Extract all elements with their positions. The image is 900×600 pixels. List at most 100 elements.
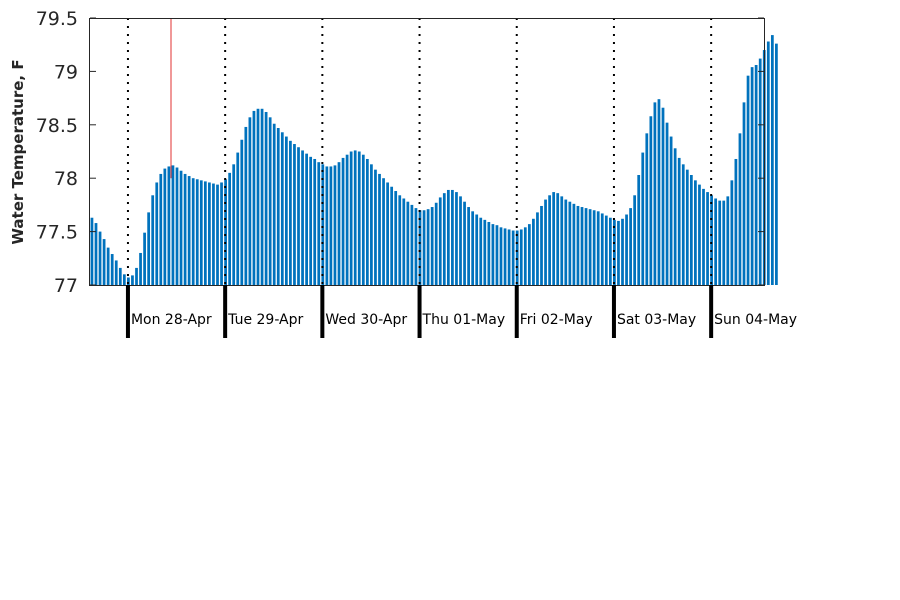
bar [127,277,130,285]
bar [645,133,649,285]
bar [106,247,110,285]
bar [568,201,572,285]
bar [163,168,167,285]
bar [268,117,272,285]
bar [625,214,628,285]
bar [329,166,333,285]
bar [742,102,746,286]
bar [434,202,438,285]
bar [139,252,142,285]
bar [155,182,159,285]
bar [714,198,718,285]
bar [228,172,232,285]
bar [495,225,499,285]
bar [499,227,503,285]
bar [183,173,187,285]
bar [770,35,774,286]
bar [617,220,620,285]
bar [475,214,479,285]
y-axis-label: Water Temperature, F [9,59,27,244]
bar [596,211,600,285]
bar [418,210,422,285]
bar [649,116,653,285]
bar [519,229,523,285]
bar [236,152,240,285]
bar [657,99,661,285]
bar [224,179,227,285]
bar [471,211,475,285]
bar [556,193,560,285]
bar [661,107,665,286]
bar [613,219,616,285]
y-tick-label: 77 [54,275,78,297]
bar [430,207,434,285]
bar [171,165,175,285]
bar [402,198,406,285]
bar [572,203,576,285]
bar [442,193,446,285]
bar [487,221,491,285]
bar [689,175,693,285]
bar [248,117,252,285]
y-tick-label: 79.5 [36,8,78,30]
bar [426,209,430,285]
bar [414,208,418,285]
bar [386,182,389,285]
bar [370,164,373,285]
bar [353,150,357,285]
x-axis-day-ticks: Mon 28-Apr Tue 29-Apr Wed 30-Apr Thu 01-May… [125,285,797,338]
bar [264,111,268,285]
bar [301,150,304,285]
bar [641,152,645,285]
bar [272,123,276,285]
bar [406,201,410,285]
bar [114,260,118,285]
bar [159,173,163,285]
bar [459,196,462,285]
bar [309,156,313,285]
bar [345,154,349,285]
bar [633,195,637,285]
bar [357,151,361,285]
bar [167,166,171,285]
bar [673,148,677,285]
bar [455,192,458,285]
bar [102,239,106,285]
bar [702,188,705,285]
bar [390,186,394,285]
bar [451,189,454,285]
bar [669,136,673,285]
bar [637,175,641,285]
bar [90,217,94,285]
bar [681,164,685,285]
bar [629,208,632,285]
bar [540,205,543,285]
day-tick-label: Mon 28-Apr [131,312,212,328]
bar [284,136,288,285]
bar [750,67,754,285]
bar [220,182,223,285]
bar [600,213,604,285]
bar [325,166,329,285]
day-tick-label: Fri 02-May [520,312,593,328]
bar [147,212,151,285]
bar [564,199,568,285]
bar [738,133,742,285]
bar [199,180,203,285]
y-tick-label: 78.5 [36,115,78,137]
day-tick-label: Thu 01-May [422,312,506,328]
bar [187,176,191,285]
bar [479,217,483,285]
bar-series [90,35,778,286]
plot-area-border [89,18,765,286]
bar [122,274,126,285]
bar [280,132,284,285]
bar [110,254,114,285]
bar [244,126,248,285]
bar [621,218,624,285]
bar [321,164,325,285]
day-tick-label: Sat 03-May [617,312,696,328]
bar [588,209,592,285]
bar [118,267,122,285]
bar [718,200,722,285]
